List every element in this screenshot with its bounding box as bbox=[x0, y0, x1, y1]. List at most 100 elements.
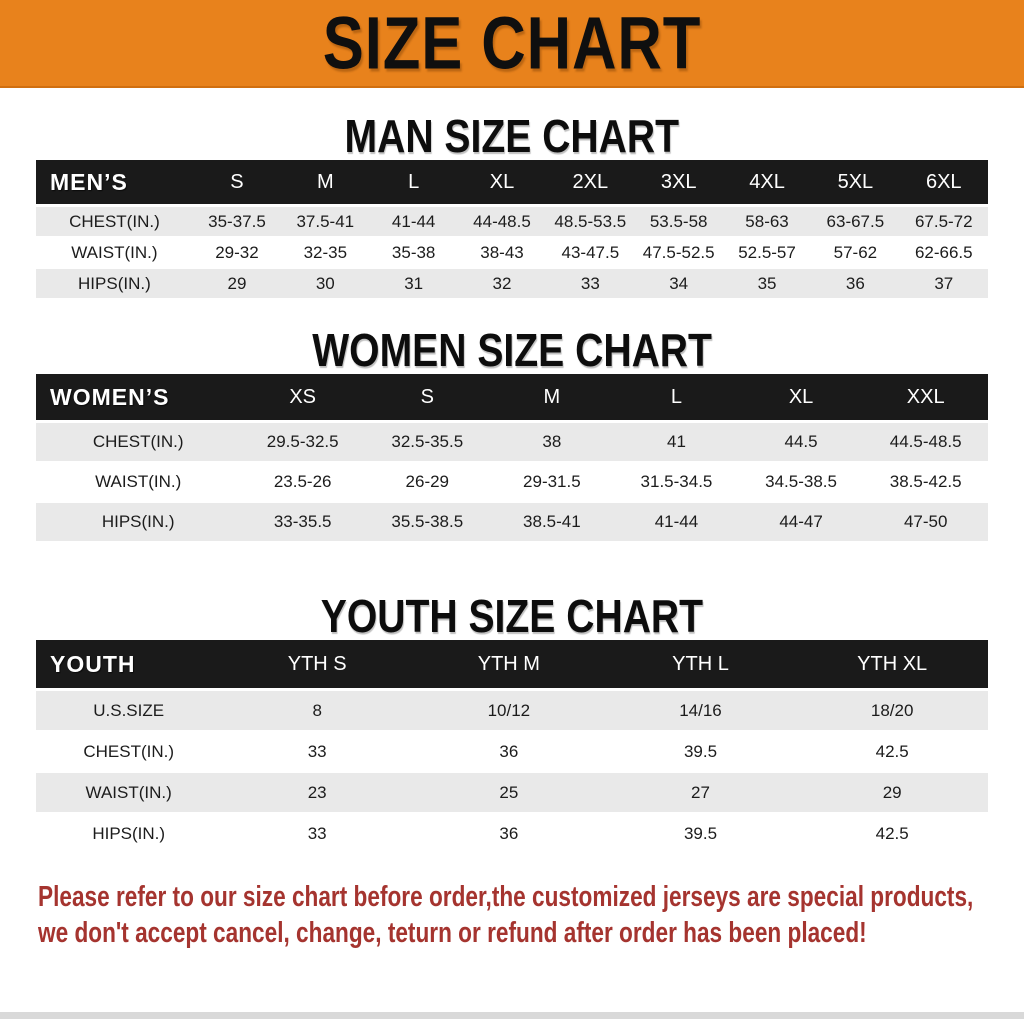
table-row: CHEST(IN.) 33 36 39.5 42.5 bbox=[36, 731, 988, 773]
size-column-header: 3XL bbox=[634, 160, 723, 207]
youth-section-heading-text: YOUTH SIZE CHART bbox=[320, 590, 704, 642]
size-column-header: XL bbox=[457, 160, 547, 207]
youth-section-heading: YOUTH SIZE CHART bbox=[0, 592, 1024, 640]
womens-table-header-row: WOMEN’S XS S M L XL XXL bbox=[36, 374, 988, 423]
bottom-strip bbox=[0, 1012, 1024, 1019]
size-value-cell: 37 bbox=[899, 268, 988, 300]
size-value-cell: 8 bbox=[221, 689, 414, 732]
size-value-cell: 35 bbox=[722, 268, 812, 300]
size-column-header: YTH S bbox=[221, 640, 414, 691]
size-value-cell: 47-50 bbox=[863, 502, 988, 543]
size-value-cell: 62-66.5 bbox=[899, 237, 988, 269]
banner-title: SIZE CHART bbox=[322, 1, 702, 85]
size-column-header: YTH L bbox=[604, 640, 797, 691]
size-value-cell: 38.5-41 bbox=[489, 502, 615, 543]
size-value-cell: 33 bbox=[546, 268, 635, 300]
measurement-row-label: WAIST(IN.) bbox=[36, 772, 222, 814]
size-value-cell: 44.5-48.5 bbox=[863, 421, 988, 463]
size-value-cell: 34.5-38.5 bbox=[738, 462, 864, 503]
size-column-header: XL bbox=[738, 374, 864, 423]
man-section-heading: MAN SIZE CHART bbox=[0, 112, 1024, 160]
table-corner-label: YOUTH bbox=[36, 640, 222, 691]
size-value-cell: 10/12 bbox=[413, 689, 605, 732]
table-row: HIPS(IN.) 33-35.5 35.5-38.5 38.5-41 41-44 44-… bbox=[36, 502, 988, 543]
table-row: WAIST(IN.) 23.5-26 26-29 29-31.5 31.5-34.5 34… bbox=[36, 462, 988, 503]
size-value-cell: 33 bbox=[221, 731, 414, 773]
size-value-cell: 36 bbox=[413, 813, 605, 855]
table-row: HIPS(IN.) 29 30 31 32 33 34 35 36 37 bbox=[36, 268, 988, 300]
size-value-cell: 31 bbox=[369, 268, 458, 300]
measurement-row-label: CHEST(IN.) bbox=[36, 205, 193, 238]
mens-table-header-row: MEN’S S M L XL 2XL 3XL 4XL 5XL 6XL bbox=[36, 160, 988, 207]
size-column-header: S bbox=[192, 160, 282, 207]
table-row: CHEST(IN.) 29.5-32.5 32.5-35.5 38 41 44.5 44.5… bbox=[36, 421, 988, 463]
size-column-header: XS bbox=[240, 374, 365, 423]
size-value-cell: 58-63 bbox=[722, 205, 812, 238]
measurement-row-label: U.S.SIZE bbox=[36, 689, 222, 732]
size-column-header: 2XL bbox=[546, 160, 635, 207]
table-corner-label: WOMEN’S bbox=[36, 374, 241, 423]
measurement-row-label: CHEST(IN.) bbox=[36, 421, 241, 463]
size-value-cell: 25 bbox=[413, 772, 605, 814]
table-row: CHEST(IN.) 35-37.5 37.5-41 41-44 44-48.5 48.5… bbox=[36, 205, 988, 238]
size-value-cell: 48.5-53.5 bbox=[546, 205, 635, 238]
size-value-cell: 41 bbox=[614, 421, 739, 463]
size-value-cell: 30 bbox=[281, 268, 370, 300]
size-value-cell: 57-62 bbox=[811, 237, 900, 269]
youth-size-table: YOUTH YTH S YTH M YTH L YTH XL U.S.SIZE 8 10/1… bbox=[36, 640, 988, 855]
size-column-header: 4XL bbox=[722, 160, 812, 207]
measurement-row-label: HIPS(IN.) bbox=[36, 502, 241, 543]
size-value-cell: 26-29 bbox=[364, 462, 490, 503]
disclaimer-text: Please refer to our size chart before or… bbox=[38, 879, 1024, 951]
size-value-cell: 29 bbox=[192, 268, 282, 300]
size-value-cell: 29.5-32.5 bbox=[240, 421, 365, 463]
size-column-header: L bbox=[614, 374, 739, 423]
size-column-header: 5XL bbox=[811, 160, 900, 207]
size-value-cell: 37.5-41 bbox=[281, 205, 370, 238]
measurement-row-label: CHEST(IN.) bbox=[36, 731, 222, 773]
size-value-cell: 33-35.5 bbox=[240, 502, 365, 543]
size-value-cell: 35.5-38.5 bbox=[364, 502, 490, 543]
size-chart-banner: SIZE CHART bbox=[0, 0, 1024, 88]
size-column-header: 6XL bbox=[899, 160, 988, 207]
size-value-cell: 32-35 bbox=[281, 237, 370, 269]
table-row: WAIST(IN.) 23 25 27 29 bbox=[36, 772, 988, 814]
size-value-cell: 32.5-35.5 bbox=[364, 421, 490, 463]
size-value-cell: 44-48.5 bbox=[457, 205, 547, 238]
measurement-row-label: HIPS(IN.) bbox=[36, 268, 193, 300]
measurement-row-label: WAIST(IN.) bbox=[36, 462, 241, 503]
womens-size-table: WOMEN’S XS S M L XL XXL CHEST(IN.) 29.5-32.5 32.… bbox=[36, 374, 988, 543]
size-value-cell: 42.5 bbox=[796, 731, 988, 773]
size-value-cell: 44-47 bbox=[738, 502, 864, 543]
man-section-heading-text: MAN SIZE CHART bbox=[344, 110, 680, 162]
size-value-cell: 35-37.5 bbox=[192, 205, 282, 238]
size-column-header: XXL bbox=[863, 374, 988, 423]
size-value-cell: 27 bbox=[604, 772, 797, 814]
size-value-cell: 38 bbox=[489, 421, 615, 463]
size-value-cell: 36 bbox=[811, 268, 900, 300]
women-section-heading-text: WOMEN SIZE CHART bbox=[312, 324, 712, 376]
table-row: U.S.SIZE 8 10/12 14/16 18/20 bbox=[36, 689, 988, 732]
size-value-cell: 41-44 bbox=[614, 502, 739, 543]
disclaimer-line-1: Please refer to our size chart before or… bbox=[38, 881, 974, 913]
measurement-row-label: WAIST(IN.) bbox=[36, 237, 193, 269]
women-section-heading: WOMEN SIZE CHART bbox=[0, 326, 1024, 374]
size-column-header: YTH M bbox=[413, 640, 605, 691]
size-value-cell: 41-44 bbox=[369, 205, 458, 238]
size-value-cell: 44.5 bbox=[738, 421, 864, 463]
size-value-cell: 47.5-52.5 bbox=[634, 237, 723, 269]
size-value-cell: 18/20 bbox=[796, 689, 988, 732]
size-value-cell: 52.5-57 bbox=[722, 237, 812, 269]
size-value-cell: 34 bbox=[634, 268, 723, 300]
size-value-cell: 14/16 bbox=[604, 689, 797, 732]
size-column-header: YTH XL bbox=[796, 640, 988, 691]
size-value-cell: 23.5-26 bbox=[240, 462, 365, 503]
size-value-cell: 29 bbox=[796, 772, 988, 814]
size-value-cell: 36 bbox=[413, 731, 605, 773]
size-value-cell: 67.5-72 bbox=[899, 205, 988, 238]
size-column-header: M bbox=[281, 160, 370, 207]
size-value-cell: 39.5 bbox=[604, 813, 797, 855]
youth-table-header-row: YOUTH YTH S YTH M YTH L YTH XL bbox=[36, 640, 988, 691]
table-row: WAIST(IN.) 29-32 32-35 35-38 38-43 43-47.5 47.… bbox=[36, 237, 988, 269]
size-value-cell: 53.5-58 bbox=[634, 205, 723, 238]
